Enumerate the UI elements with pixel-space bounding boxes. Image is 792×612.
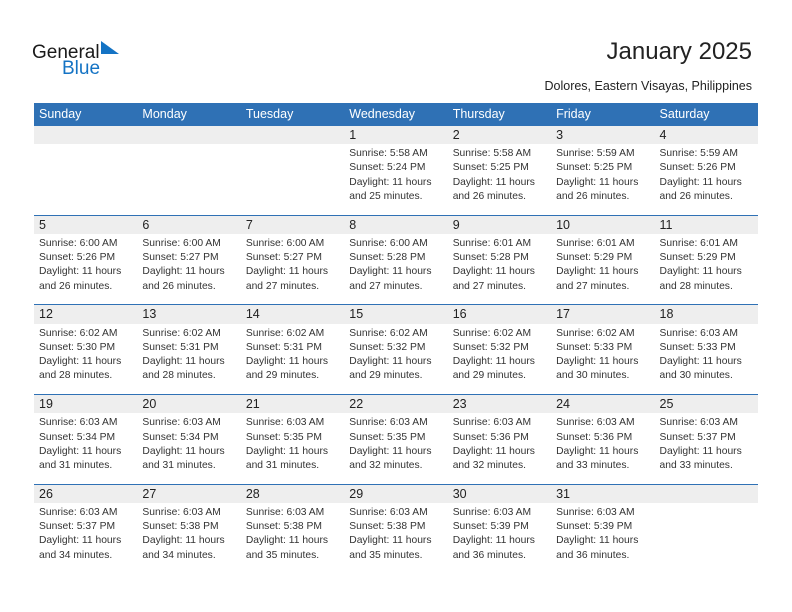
svg-text:Blue: Blue <box>62 58 100 77</box>
